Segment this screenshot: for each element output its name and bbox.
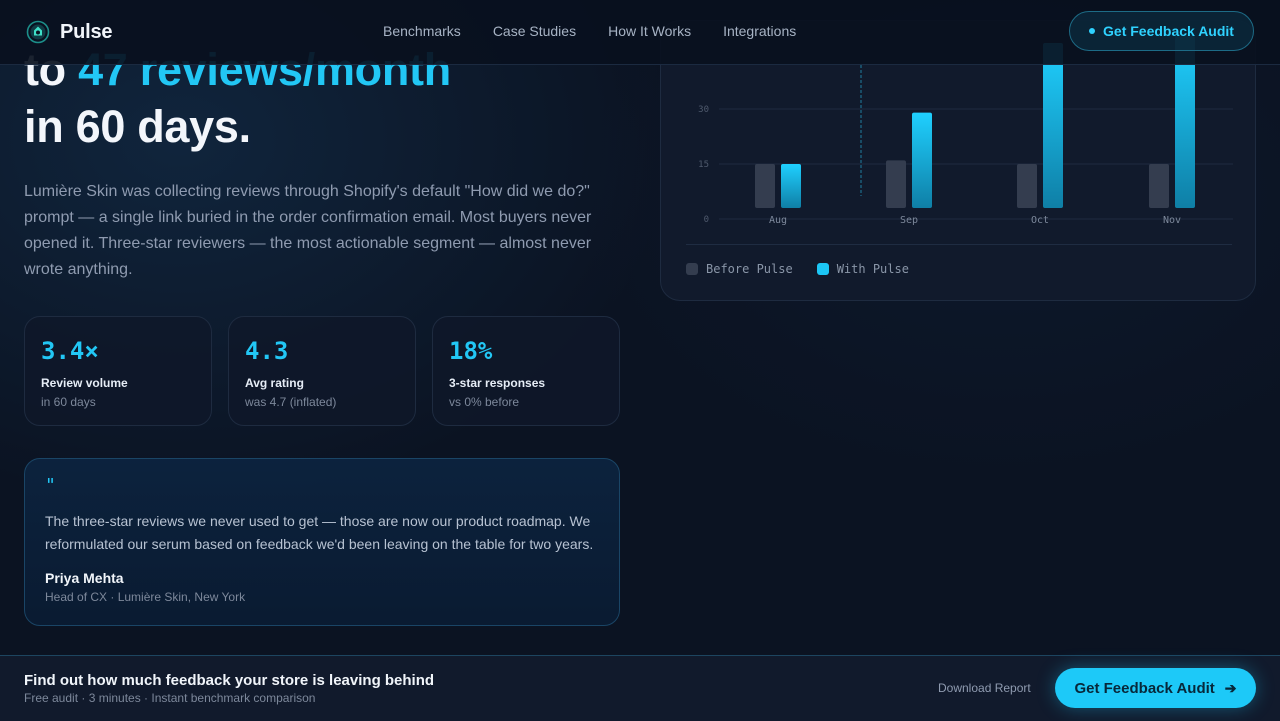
sticky-cta-bar: Find out how much feedback your store is… [0, 655, 1280, 721]
legend-item-with: With Pulse [816, 262, 909, 276]
bar-before-sep [886, 160, 906, 208]
testimonial-card: " The three-star reviews we never used t… [24, 458, 620, 626]
stat-card-review-volume: 3.4× Review volume in 60 days [24, 316, 212, 426]
bar-before-nov [1149, 164, 1169, 208]
nav-cta-label: Get Feedback Audit [1103, 23, 1234, 39]
arrow-right-icon: ➔ [1224, 679, 1237, 696]
testimonial-author: Priya Mehta [45, 570, 124, 586]
download-report-link[interactable]: Download Report [938, 681, 1031, 695]
legend-label-before: Before Pulse [706, 262, 793, 276]
stat-card-3-star-responses: 18% 3-star responses vs 0% before [432, 316, 620, 426]
bar-before-oct [1017, 164, 1037, 208]
stat-label: Avg rating [245, 376, 304, 390]
brand-name: Pulse [60, 20, 113, 43]
nav-link-case-studies[interactable]: Case Studies [492, 23, 577, 39]
stat-sub: in 60 days [41, 395, 96, 409]
cta-bar-title: Find out how much feedback your store is… [24, 672, 435, 689]
chart-legend: Before Pulse With Pulse [686, 262, 933, 276]
nav-link-how-it-works[interactable]: How It Works [608, 23, 692, 39]
top-nav: Pulse Benchmarks Case Studies How It Wor… [0, 0, 1280, 65]
review-volume-chart: 0 15 30 Aug Sep Oct Nov [698, 35, 1233, 226]
y-tick-label: 30 [698, 105, 709, 115]
legend-swatch-with [816, 263, 829, 275]
stat-label: 3-star responses [449, 376, 546, 390]
brand-logo[interactable]: Pulse [26, 20, 113, 44]
cta-button-label: Get Feedback Audit [1074, 679, 1215, 697]
status-dot-icon [1089, 28, 1096, 34]
testimonial-role: Head of CX · Lumière Skin, New York [45, 590, 246, 604]
stat-value: 18% [449, 337, 493, 365]
nav-link-benchmarks[interactable]: Benchmarks [383, 23, 461, 39]
hero-headline-line2: in 60 days. [24, 101, 251, 152]
y-tick-label: 15 [698, 160, 709, 170]
bar-with-oct [1043, 43, 1063, 208]
stat-value: 4.3 [245, 337, 289, 365]
legend-divider [686, 244, 1232, 245]
legend-label-with: With Pulse [836, 262, 909, 276]
pulse-logo-icon [26, 20, 50, 44]
x-tick-label: Nov [1163, 215, 1181, 226]
legend-swatch-before [686, 263, 698, 275]
quote-mark-icon: " [45, 475, 56, 496]
stat-sub: was 4.7 (inflated) [245, 395, 337, 409]
stat-card-avg-rating: 4.3 Avg rating was 4.7 (inflated) [228, 316, 416, 426]
bar-with-nov [1175, 35, 1195, 208]
x-tick-label: Oct [1031, 215, 1049, 226]
bar-with-sep [912, 112, 932, 208]
bar-before-aug [755, 164, 775, 208]
stat-value: 3.4× [41, 337, 99, 365]
bar-with-aug [781, 164, 801, 208]
testimonial-text: The three-star reviews we never used to … [45, 513, 594, 552]
x-tick-label: Sep [900, 215, 918, 226]
y-tick-label: 0 [704, 215, 709, 225]
cta-bar-subtitle: Free audit · 3 minutes · Instant benchma… [24, 691, 316, 705]
nav-link-integrations[interactable]: Integrations [723, 23, 797, 39]
stat-label: Review volume [41, 376, 128, 390]
get-feedback-audit-button[interactable]: Get Feedback Audit ➔ [1055, 668, 1256, 708]
x-tick-label: Aug [769, 215, 787, 226]
stat-sub: vs 0% before [449, 395, 520, 409]
nav-links: Benchmarks Case Studies How It Works Int… [383, 23, 828, 39]
nav-get-feedback-audit-button[interactable]: Get Feedback Audit [1069, 11, 1254, 51]
chart-card: 0 15 30 Aug Sep Oct Nov Before Pulse With Puls… [660, 20, 1256, 301]
legend-item-before: Before Pulse [686, 262, 793, 276]
hero-description: Lumière Skin was collecting reviews thro… [24, 183, 592, 278]
